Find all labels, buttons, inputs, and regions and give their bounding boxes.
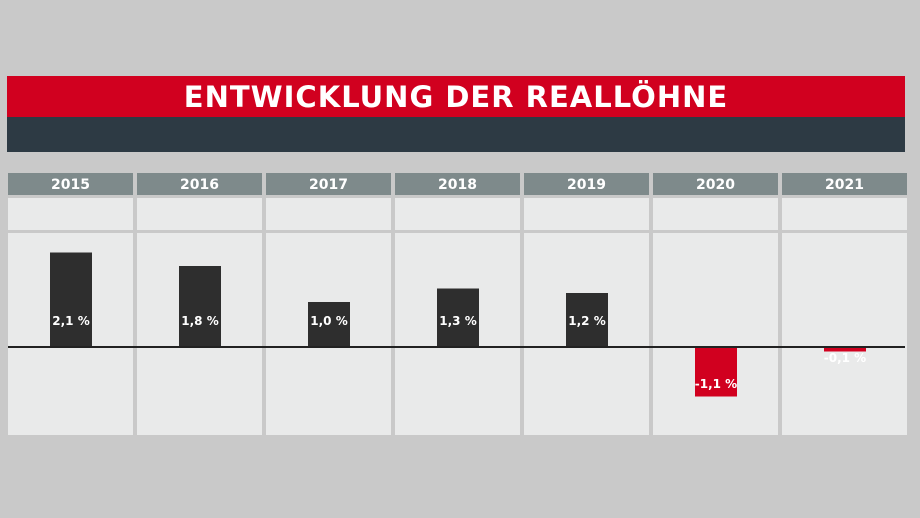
bar-2020 — [695, 347, 737, 397]
chart-title: ENTWICKLUNG DER REALLÖHNE — [183, 79, 729, 114]
column-row — [524, 198, 649, 230]
bar-2021 — [824, 347, 866, 352]
data-label: 1,2 % — [568, 314, 605, 328]
bar-2015 — [50, 252, 92, 347]
column-header-2017 — [266, 173, 391, 195]
year-label: 2017 — [309, 177, 348, 193]
data-label: 1,3 % — [439, 314, 476, 328]
data-label: 2,1 % — [52, 314, 89, 328]
year-label: 2019 — [567, 177, 606, 193]
column-body — [653, 233, 778, 435]
year-label: 2016 — [180, 177, 219, 193]
title-bar: ENTWICKLUNG DER REALLÖHNE — [7, 76, 905, 117]
year-label: 2021 — [825, 177, 864, 193]
column-row — [137, 198, 262, 230]
column-row — [266, 198, 391, 230]
column-header-2016 — [137, 173, 262, 195]
data-label: -0,1 % — [824, 351, 866, 365]
year-label: 2018 — [438, 177, 477, 193]
column-body — [782, 233, 907, 435]
column-row — [782, 198, 907, 230]
column-header-2018 — [395, 173, 520, 195]
bar-2016 — [179, 266, 221, 347]
column-row — [8, 198, 133, 230]
data-label: 1,0 % — [310, 314, 347, 328]
column-header-2015 — [8, 173, 133, 195]
column-row — [653, 198, 778, 230]
year-label: 2015 — [51, 177, 90, 193]
bar-2018 — [437, 288, 479, 347]
bar-2019 — [566, 293, 608, 347]
column-header-2020 — [653, 173, 778, 195]
data-label: 1,8 % — [181, 314, 218, 328]
column-row — [395, 198, 520, 230]
bar-2017 — [308, 302, 350, 347]
data-label: -1,1 % — [695, 377, 737, 391]
column-header-2019 — [524, 173, 649, 195]
column-header-2021 — [782, 173, 907, 195]
subtitle-bar — [7, 117, 905, 152]
year-label: 2020 — [696, 177, 735, 193]
